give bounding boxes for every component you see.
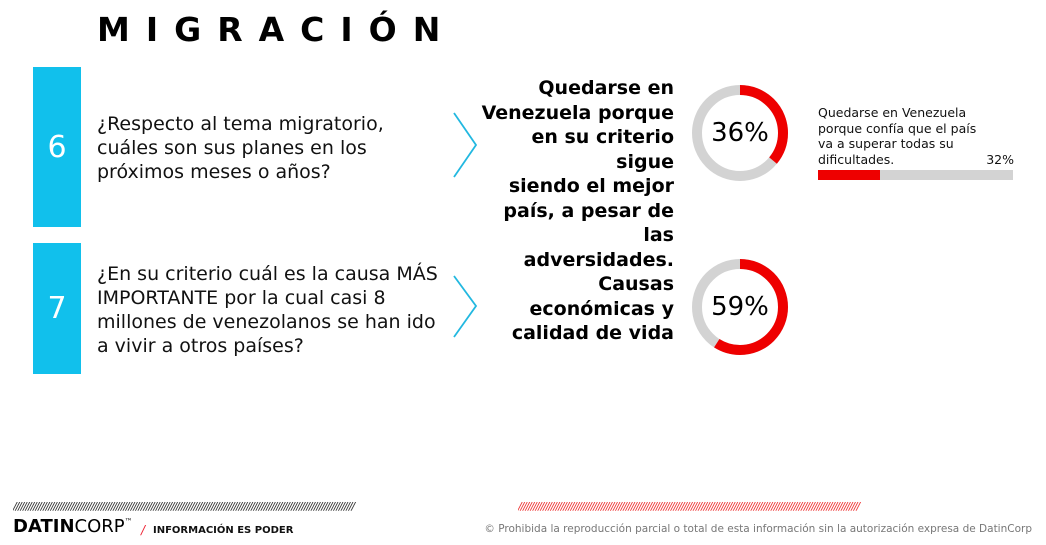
answer-text: Quedarse en Venezuela porque en su crite… [470,76,674,272]
secondary-line: dificultades. [818,151,895,167]
page-title: MIGRACIÓN [97,10,457,49]
answer-line: país, a pesar de las [503,199,674,247]
chevron-right-icon [453,275,478,338]
footer-hatch-dark: ////////////////////////////////////////… [13,500,355,512]
logo-bold: DATIN [13,516,75,537]
donut-chart-36: 36% [690,83,790,183]
logo-light: CORP [74,516,125,537]
progress-bar-fill [818,170,881,180]
answer-text: Causas económicas y calidad de vida [500,272,674,346]
answer-line: adversidades. [523,248,674,271]
question-number-badge: 7 [33,243,81,374]
footer-hatch-red: ////////////////////////////////////////… [518,500,860,512]
question-text: ¿Respecto al tema migratorio, cuáles son… [97,112,437,184]
secondary-answer-text: Quedarse en Venezuela porque confía que … [818,105,1014,167]
donut-percent: 36% [711,118,769,148]
answer-line: económicas y [529,297,675,320]
answer-line: siendo el mejor [508,175,674,197]
donut-percent: 59% [711,292,769,322]
question-line: ¿Respecto al tema migratorio, [97,113,384,135]
footer-copyright: © Prohibida la reproducción parcial o to… [484,523,1032,535]
answer-line: Causas [598,273,674,295]
secondary-line: Quedarse en Venezuela [818,105,967,120]
answer-line: calidad de vida [511,322,674,344]
question-line: IMPORTANTE por la cual casi 8 [97,287,386,309]
trademark: ™ [124,517,133,526]
chevron-right-icon [453,112,478,178]
question-text: ¿En su criterio cuál es la causa MÁS IMP… [97,262,457,358]
datincorp-logo: DATINCORP™ [13,516,133,537]
footer-tagline: INFORMACIÓN ES PODER [153,525,294,536]
question-line: próximos meses o años? [97,161,331,183]
answer-line: Quedarse en [538,77,674,99]
answer-line: Venezuela porque [481,101,674,124]
secondary-line: porque confía que el país [818,120,977,136]
footer-slash: / [141,523,146,537]
donut-chart-59: 59% [690,257,790,357]
question-line: cuáles son sus planes en los [97,137,367,159]
question-line: a vivir a otros países? [97,335,304,357]
question-number-badge: 6 [33,67,81,227]
answer-line: en su criterio sigue [531,126,674,173]
question-line: ¿En su criterio cuál es la causa MÁS [97,263,438,285]
secondary-line: va a superar todas su [818,136,954,151]
question-line: millones de venezolanos se han ido [97,311,436,333]
secondary-percent: 32% [986,151,1014,167]
secondary-progress-bar [818,170,1013,180]
